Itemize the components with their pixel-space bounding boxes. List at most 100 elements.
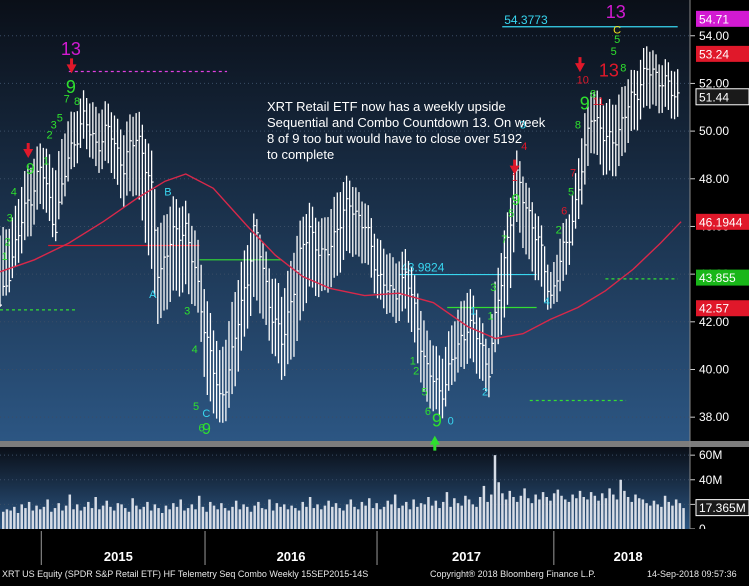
volume-bar <box>371 508 375 529</box>
setup-count-label: 4 <box>11 186 17 198</box>
volume-bar <box>64 505 68 529</box>
volume-bar <box>319 509 323 529</box>
volume-bar <box>390 504 393 529</box>
volume-bar <box>201 506 205 529</box>
volume-bar <box>157 508 160 529</box>
volume-bar <box>541 492 545 529</box>
level-label: 43.9824 <box>401 261 445 275</box>
volume-bar <box>464 495 467 529</box>
x-axis-year-label: 2016 <box>277 549 306 564</box>
price-badge-label: 46.1944 <box>699 215 743 229</box>
setup-count-label: 1 <box>487 310 493 322</box>
setup-count-label: 5 <box>193 401 199 413</box>
price-axis-label: 48.00 <box>699 172 729 186</box>
volume-bar <box>508 490 512 529</box>
price-badge-label: 42.57 <box>699 302 729 316</box>
volume-bar <box>386 500 390 529</box>
setup-count-label: 13 <box>61 39 81 59</box>
volume-bar <box>364 505 367 529</box>
volume-bar <box>149 510 153 529</box>
setup-count-label: 11 <box>593 96 604 108</box>
footer-left-text: XRT US Equity (SPDR S&P Retail ETF) HF T… <box>2 569 368 579</box>
volume-bar <box>290 505 293 529</box>
volume-bar <box>460 505 463 529</box>
volume-bar <box>501 493 504 529</box>
volume-bar <box>619 479 622 529</box>
setup-count-label: 2 <box>413 365 419 377</box>
volume-bar <box>257 501 260 529</box>
setup-count-label: 5 <box>611 46 617 58</box>
x-axis-year-label: 2015 <box>104 549 133 564</box>
volume-bar <box>268 499 271 529</box>
volume-bar <box>20 504 23 529</box>
volume-bar <box>671 505 674 529</box>
volume-bar <box>453 498 456 529</box>
setup-count-label: 2 <box>482 387 488 399</box>
volume-bar <box>342 510 345 529</box>
volume-bar <box>626 497 630 529</box>
volume-axis-label: 60M <box>699 448 722 462</box>
volume-bar <box>430 505 434 529</box>
volume-bar <box>260 508 264 529</box>
volume-bar <box>109 506 112 529</box>
signal-arrow <box>509 159 520 175</box>
volume-bar <box>234 500 238 529</box>
setup-count-label: C <box>202 408 210 420</box>
setup-count-label: 9 <box>26 161 35 178</box>
volume-bar <box>416 506 419 529</box>
setup-count-label: 5 <box>57 113 63 125</box>
price-axis-label: 50.00 <box>699 124 729 138</box>
setup-count-label: 2 <box>5 237 11 249</box>
volume-bar <box>445 492 449 529</box>
setup-count-label: A <box>149 289 157 301</box>
setup-count-label: 5 <box>614 34 620 46</box>
volume-bar <box>375 503 378 529</box>
price-bars-layer <box>0 46 680 423</box>
setup-count-label: 3 <box>490 282 496 294</box>
volume-bar <box>72 509 75 529</box>
setup-count-label: 9 <box>202 421 211 438</box>
volume-bar <box>57 503 60 529</box>
setup-count-label: 5 <box>421 387 427 399</box>
volume-bar <box>168 509 171 529</box>
annotation-line: 8 of 9 too but would have to close over … <box>267 131 522 146</box>
x-axis-year-label: 2017 <box>452 549 481 564</box>
setup-count-label: 8 <box>575 120 581 132</box>
signal-arrow <box>429 435 440 451</box>
level-label: 54.3773 <box>504 13 548 27</box>
volume-bar <box>586 499 589 529</box>
volume-bar <box>27 501 31 529</box>
volume-bar <box>423 504 426 529</box>
setup-count-label: 9 <box>432 411 442 431</box>
volume-bar <box>179 499 182 529</box>
volume-bar <box>35 505 38 529</box>
price-badge <box>696 300 749 317</box>
volume-bar <box>249 511 253 529</box>
volume-bar <box>153 504 157 529</box>
volume-bar <box>567 501 571 529</box>
volume-bar <box>556 489 560 529</box>
volume-bar <box>393 494 397 529</box>
volume-bar <box>334 503 338 529</box>
price-axis-layer: 38.0040.0042.0044.0046.0048.0050.0052.00… <box>689 0 749 536</box>
volume-bar <box>441 501 445 529</box>
volume-bar <box>368 498 371 529</box>
volume-bar <box>600 493 604 529</box>
volume-bar <box>116 503 120 529</box>
x-axis-year-label: 2018 <box>614 549 643 564</box>
volume-bar <box>227 510 231 529</box>
price-badge <box>695 88 749 106</box>
volume-bar <box>356 509 360 529</box>
setup-count-label: 3 <box>520 120 526 132</box>
volume-bar <box>138 509 142 529</box>
setup-count-label: 5 <box>508 208 514 220</box>
setup-count-label: 6 <box>425 406 431 418</box>
volume-bar <box>478 497 482 529</box>
volume-bar <box>674 499 678 529</box>
volume-bar <box>53 508 57 529</box>
volume-axis-label: 40M <box>699 473 722 487</box>
volume-bar <box>301 501 304 529</box>
panel-separator <box>0 441 749 447</box>
